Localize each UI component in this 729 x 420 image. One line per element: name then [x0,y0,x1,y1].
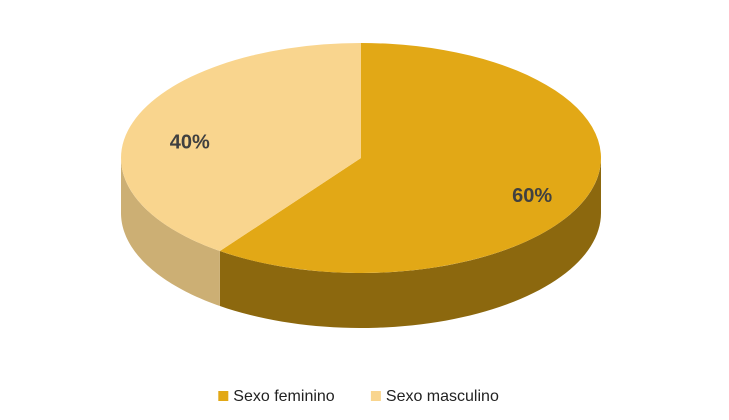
legend-label: Sexo masculino [386,388,499,405]
slice [121,43,362,252]
legend-label: Sexo feminino [233,388,334,405]
slice-side [219,158,602,328]
legend-swatch [370,391,381,401]
legend-swatch [218,391,229,401]
slice-side [121,158,220,307]
value-label: 60% [512,185,552,207]
slice [219,43,602,273]
value-label: 40% [170,132,210,154]
